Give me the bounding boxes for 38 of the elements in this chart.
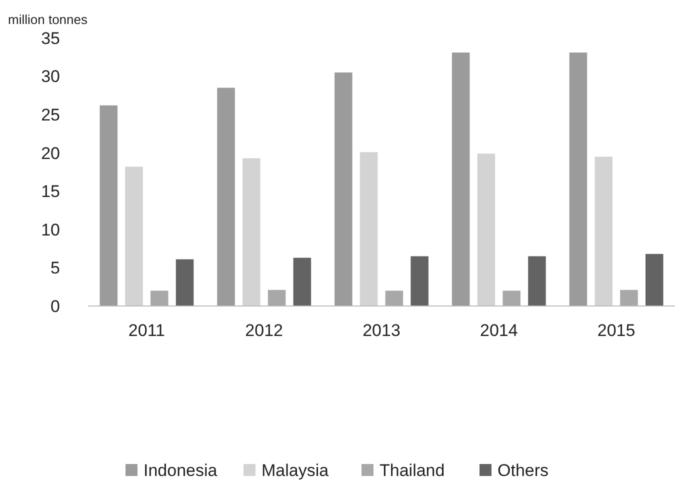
- bar: [360, 152, 378, 306]
- bar: [594, 156, 612, 306]
- y-tick-label: 10: [41, 220, 60, 240]
- x-tick-label: 2015: [597, 321, 636, 340]
- bar: [452, 52, 470, 306]
- bar: [100, 105, 118, 306]
- bar: [217, 88, 235, 306]
- x-tick-label: 2013: [362, 321, 400, 340]
- y-tick-label: 25: [41, 106, 60, 125]
- legend-label: Thailand: [380, 460, 445, 480]
- legend-label: Others: [498, 460, 549, 480]
- x-tick-label: 2014: [480, 321, 518, 340]
- bar: [569, 52, 588, 306]
- bar: [334, 72, 352, 306]
- bar: [385, 290, 404, 306]
- bar: [410, 256, 428, 306]
- bar: [268, 290, 286, 306]
- bar: [242, 158, 260, 306]
- y-tick-label: 35: [41, 28, 60, 48]
- bar: [620, 290, 638, 306]
- x-tick-label: 2011: [128, 321, 165, 340]
- bar: [645, 254, 664, 306]
- y-tick-label: 5: [50, 258, 60, 278]
- bar: [502, 290, 520, 306]
- legend-label: Malaysia: [262, 460, 330, 480]
- y-axis-title: million tonnes: [8, 12, 88, 27]
- y-tick-label: 20: [41, 144, 60, 163]
- legend-label: Indonesia: [144, 460, 218, 480]
- bar: [176, 259, 194, 306]
- y-tick-label: 15: [41, 182, 60, 202]
- bar: [477, 154, 496, 306]
- x-tick-label: 2012: [245, 321, 284, 340]
- bar: [150, 290, 168, 306]
- bar: [528, 256, 546, 306]
- bar: [293, 258, 312, 306]
- y-tick-label: 30: [41, 67, 60, 86]
- bar: [125, 166, 143, 306]
- y-tick-label: 0: [50, 296, 60, 316]
